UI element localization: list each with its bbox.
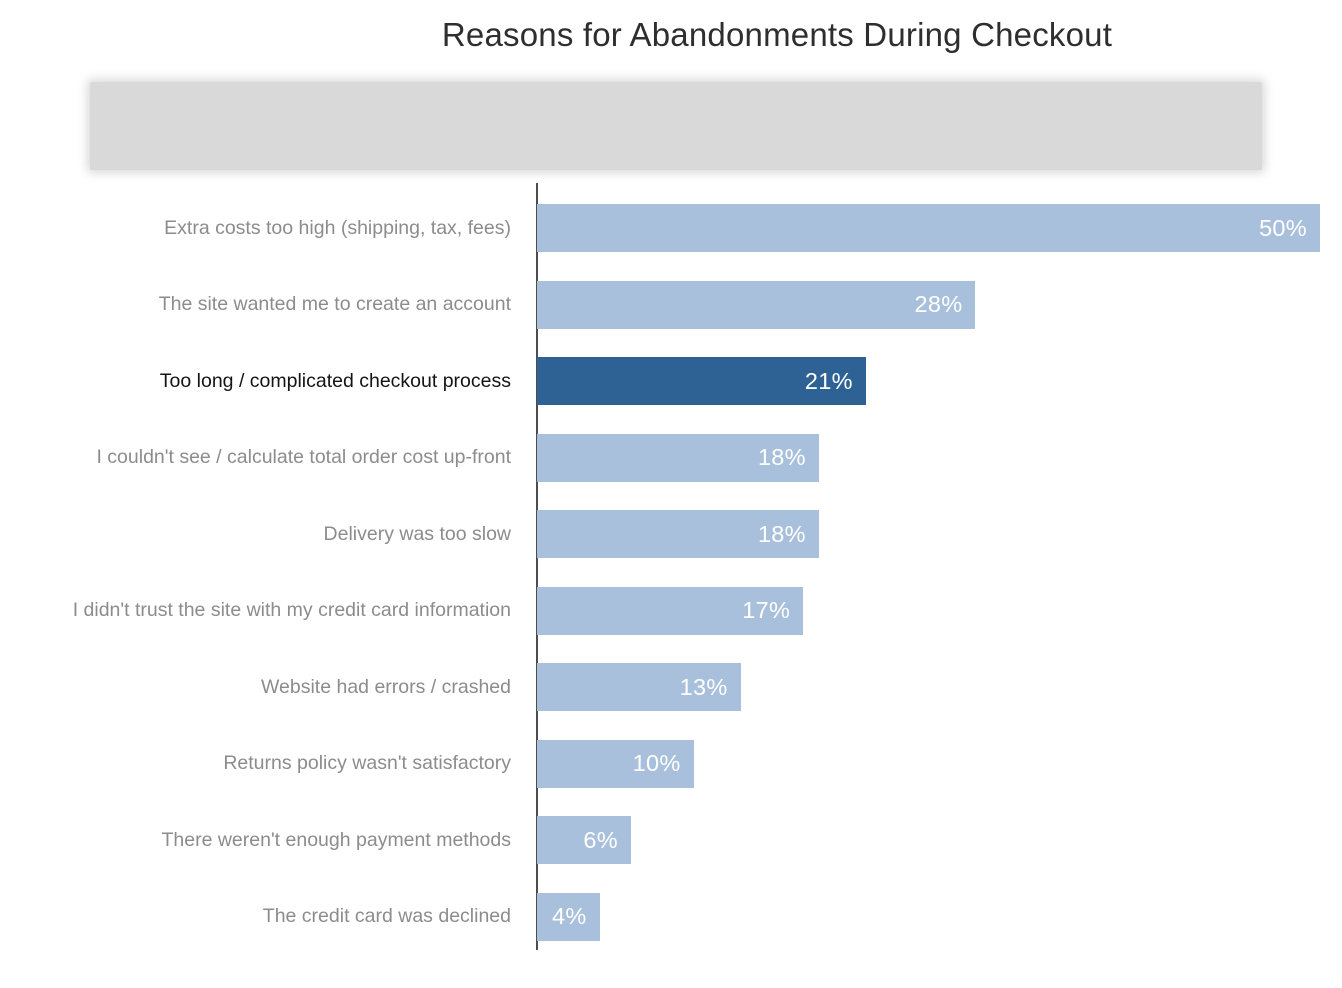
bar-row: Website had errors / crashed 13% — [0, 649, 1342, 726]
redacted-subtitle-block — [90, 82, 1262, 170]
bar-track: 28% — [537, 280, 1320, 329]
bar-category-label: Delivery was too slow — [323, 522, 511, 545]
bar-row: Too long / complicated checkout process 2… — [0, 343, 1342, 420]
bar-track: 17% — [537, 586, 1320, 635]
bar-track: 50% — [537, 204, 1320, 253]
bar-value-label: 13% — [679, 673, 728, 700]
bar-value-label: 21% — [804, 367, 853, 394]
bar-category-label: Too long / complicated checkout process — [159, 369, 511, 392]
bar: 13% — [537, 663, 741, 712]
bar-row: I couldn't see / calculate total order c… — [0, 420, 1342, 497]
bar: 50% — [537, 204, 1320, 253]
bar-category-label: Website had errors / crashed — [260, 675, 511, 698]
bar-category-label: The credit card was declined — [262, 905, 511, 928]
bar: 18% — [537, 433, 819, 482]
bar-row: Delivery was too slow 18% — [0, 496, 1342, 573]
bar-value-label: 18% — [757, 520, 806, 547]
bar-category-label: Returns policy wasn't satisfactory — [223, 752, 511, 775]
bar-category-label: There weren't enough payment methods — [161, 828, 511, 851]
bar: 4% — [537, 892, 600, 941]
bar-value-label: 4% — [552, 903, 587, 930]
bar-category-label: The site wanted me to create an account — [158, 293, 511, 316]
bar: 17% — [537, 586, 804, 635]
bar-value-label: 18% — [757, 444, 806, 471]
bar-category-label: I couldn't see / calculate total order c… — [96, 446, 511, 469]
bar-track: 6% — [537, 816, 1320, 865]
bar-row: Returns policy wasn't satisfactory 10% — [0, 726, 1342, 803]
bar-category-label: Extra costs too high (shipping, tax, fee… — [164, 216, 511, 239]
axis-line — [536, 183, 538, 950]
bar-value-label: 17% — [742, 597, 791, 624]
bar-chart: Extra costs too high (shipping, tax, fee… — [0, 190, 1342, 955]
bar-row: The credit card was declined 4% — [0, 879, 1342, 956]
bar-track: 13% — [537, 663, 1320, 712]
bar-track: 10% — [537, 739, 1320, 788]
bar-row: I didn't trust the site with my credit c… — [0, 573, 1342, 650]
chart-title: Reasons for Abandonments During Checkout — [441, 16, 1113, 53]
bar-value-label: 6% — [583, 826, 618, 853]
bar: 10% — [537, 739, 694, 788]
bar-track: 18% — [537, 433, 1320, 482]
bar-track: 18% — [537, 510, 1320, 559]
bar-row: There weren't enough payment methods 6% — [0, 802, 1342, 879]
bar: 18% — [537, 510, 819, 559]
bar-value-label: 10% — [632, 750, 681, 777]
bar-track: 4% — [537, 892, 1320, 941]
bar-track: 21% — [537, 357, 1320, 406]
bar-category-label: I didn't trust the site with my credit c… — [72, 599, 511, 622]
bar-row: The site wanted me to create an account 2… — [0, 267, 1342, 344]
bar: 6% — [537, 816, 631, 865]
bar-value-label: 28% — [914, 291, 963, 318]
bar-value-label: 50% — [1259, 214, 1307, 241]
bar: 28% — [537, 280, 976, 329]
bar: 21% — [537, 357, 866, 406]
bar-row: Extra costs too high (shipping, tax, fee… — [0, 190, 1342, 267]
